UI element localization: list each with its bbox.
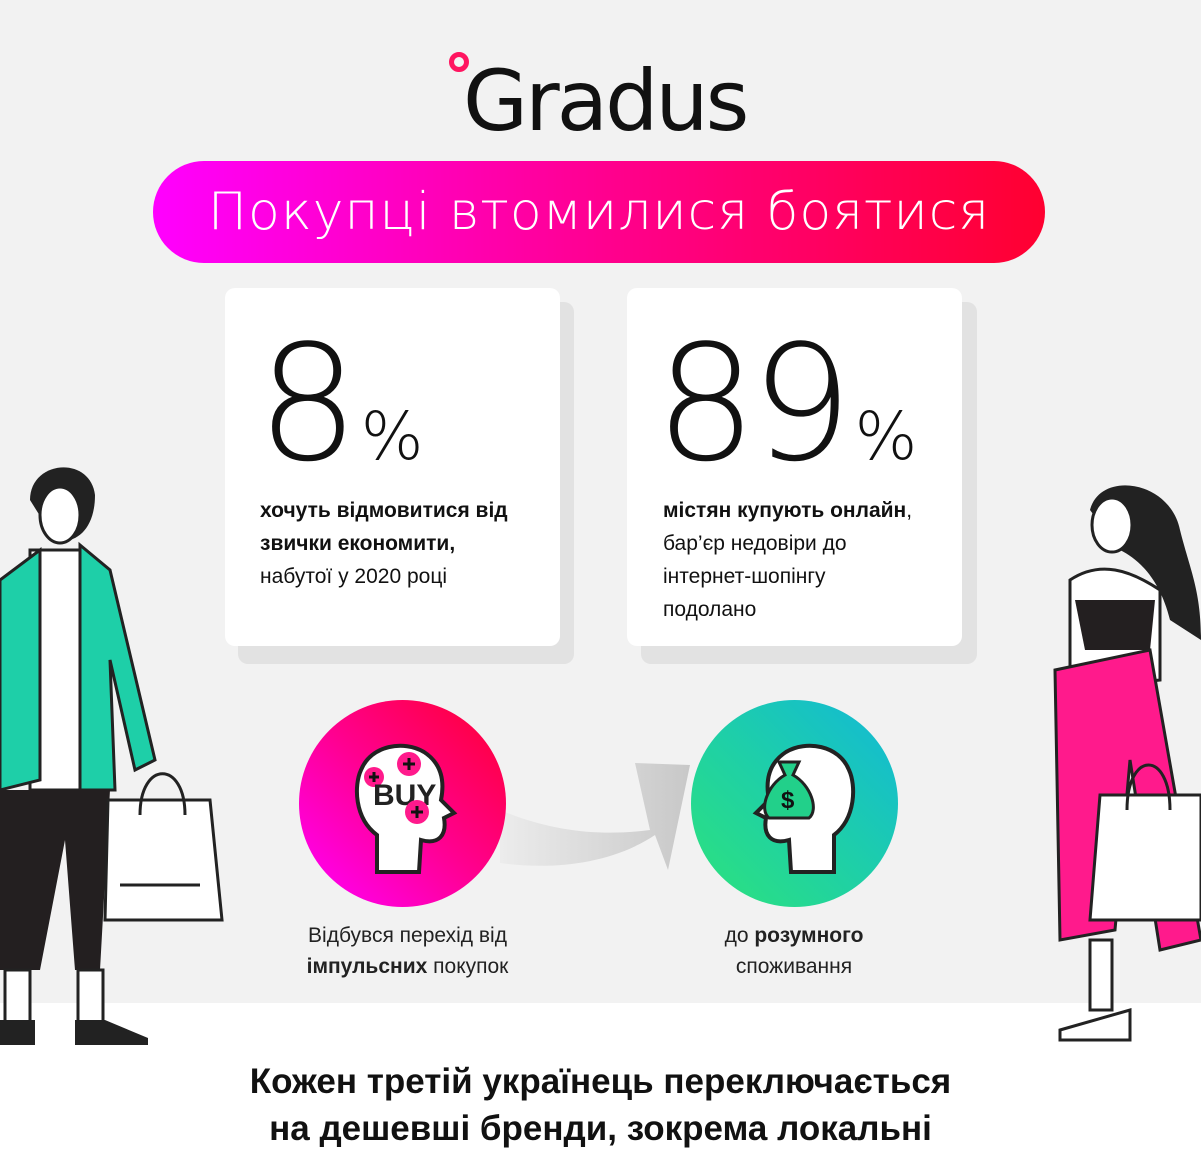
stat-description-bold: містян купують онлайн xyxy=(663,499,907,522)
caption-text: до xyxy=(724,924,749,947)
logo-dot xyxy=(449,52,469,72)
impulse-circle: BUY xyxy=(299,700,506,907)
caption-text: покупок xyxy=(433,955,509,978)
stat-value: 89 xyxy=(655,310,853,497)
stat-card-89: 89 % містян купують онлайн, бар’єр недов… xyxy=(627,288,962,646)
caption-bold: імпульсних xyxy=(306,955,428,978)
stat-card-8: 8 % хочуть відмовитися від звички економ… xyxy=(225,288,560,646)
curved-arrow-icon xyxy=(500,763,690,870)
caption-bold: розумного xyxy=(754,924,864,947)
logo-text: Gradus xyxy=(463,52,749,150)
impulse-caption: Відбувся перехід від імпульсних покупок xyxy=(270,920,545,982)
stat-description: набутої у 2020 році xyxy=(260,565,448,588)
stat-unit: % xyxy=(360,398,424,475)
stat-number-row: 8 % xyxy=(257,324,424,484)
title-banner: Покупці втомилися боятися xyxy=(153,161,1045,263)
svg-text:$: $ xyxy=(781,787,795,814)
footer-band xyxy=(0,1003,1201,1158)
head-money-bag-icon: $ xyxy=(752,743,856,874)
footer-text: Кожен третій українець переключається на… xyxy=(0,1058,1201,1152)
comma: , xyxy=(906,499,913,522)
footer-line: на дешевші бренди, зокрема локальні xyxy=(269,1109,932,1148)
stat-value: 8 xyxy=(257,310,359,497)
caption-text: споживання xyxy=(735,955,853,978)
footer-line: Кожен третій українець переключається xyxy=(249,1062,952,1101)
stat-number-row: 89 % xyxy=(655,324,917,484)
man-with-bag-illustration xyxy=(0,467,224,1045)
caption-text: Відбувся перехід від xyxy=(308,924,507,947)
smart-circle: $ xyxy=(691,700,898,907)
stat-description: бар’єр недовіри до інтернет-шопінгу подо… xyxy=(663,532,847,621)
head-buy-icon: BUY xyxy=(354,743,458,874)
stat-description-bold: хочуть відмовитися від звички економити, xyxy=(260,499,508,555)
stat-unit: % xyxy=(854,398,918,475)
woman-with-bag-illustration xyxy=(1053,485,1201,1042)
smart-caption: до розумного споживання xyxy=(680,920,908,982)
gradus-logo: Gradus xyxy=(445,48,765,150)
